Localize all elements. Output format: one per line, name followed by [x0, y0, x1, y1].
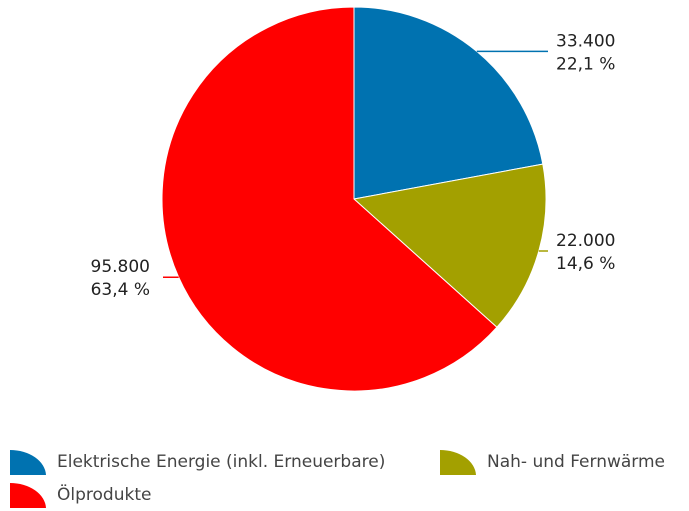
pie-slice: [353, 6, 544, 200]
legend-label: Ölprodukte: [57, 483, 151, 505]
percentage-label: 22,1 %: [556, 54, 615, 74]
value-label: 33.400: [556, 31, 615, 51]
pie-slice: [352, 163, 547, 328]
legend-swatch: [10, 482, 46, 508]
legend-label: Nah- und Fernwärme: [487, 452, 665, 472]
legend-swatch: [10, 449, 46, 475]
percentage-label: 63,4 %: [91, 280, 150, 300]
percentage-label: 14,6 %: [556, 254, 615, 274]
pie-slice: [161, 6, 498, 392]
legend-label: Elektrische Energie (inkl. Erneuerbare): [57, 452, 385, 472]
value-label: 22.000: [556, 231, 615, 251]
value-label: 95.800: [91, 257, 150, 277]
legend-swatch: [440, 449, 476, 475]
legend: Elektrische Energie (inkl. Erneuerbare) N…: [10, 449, 665, 508]
